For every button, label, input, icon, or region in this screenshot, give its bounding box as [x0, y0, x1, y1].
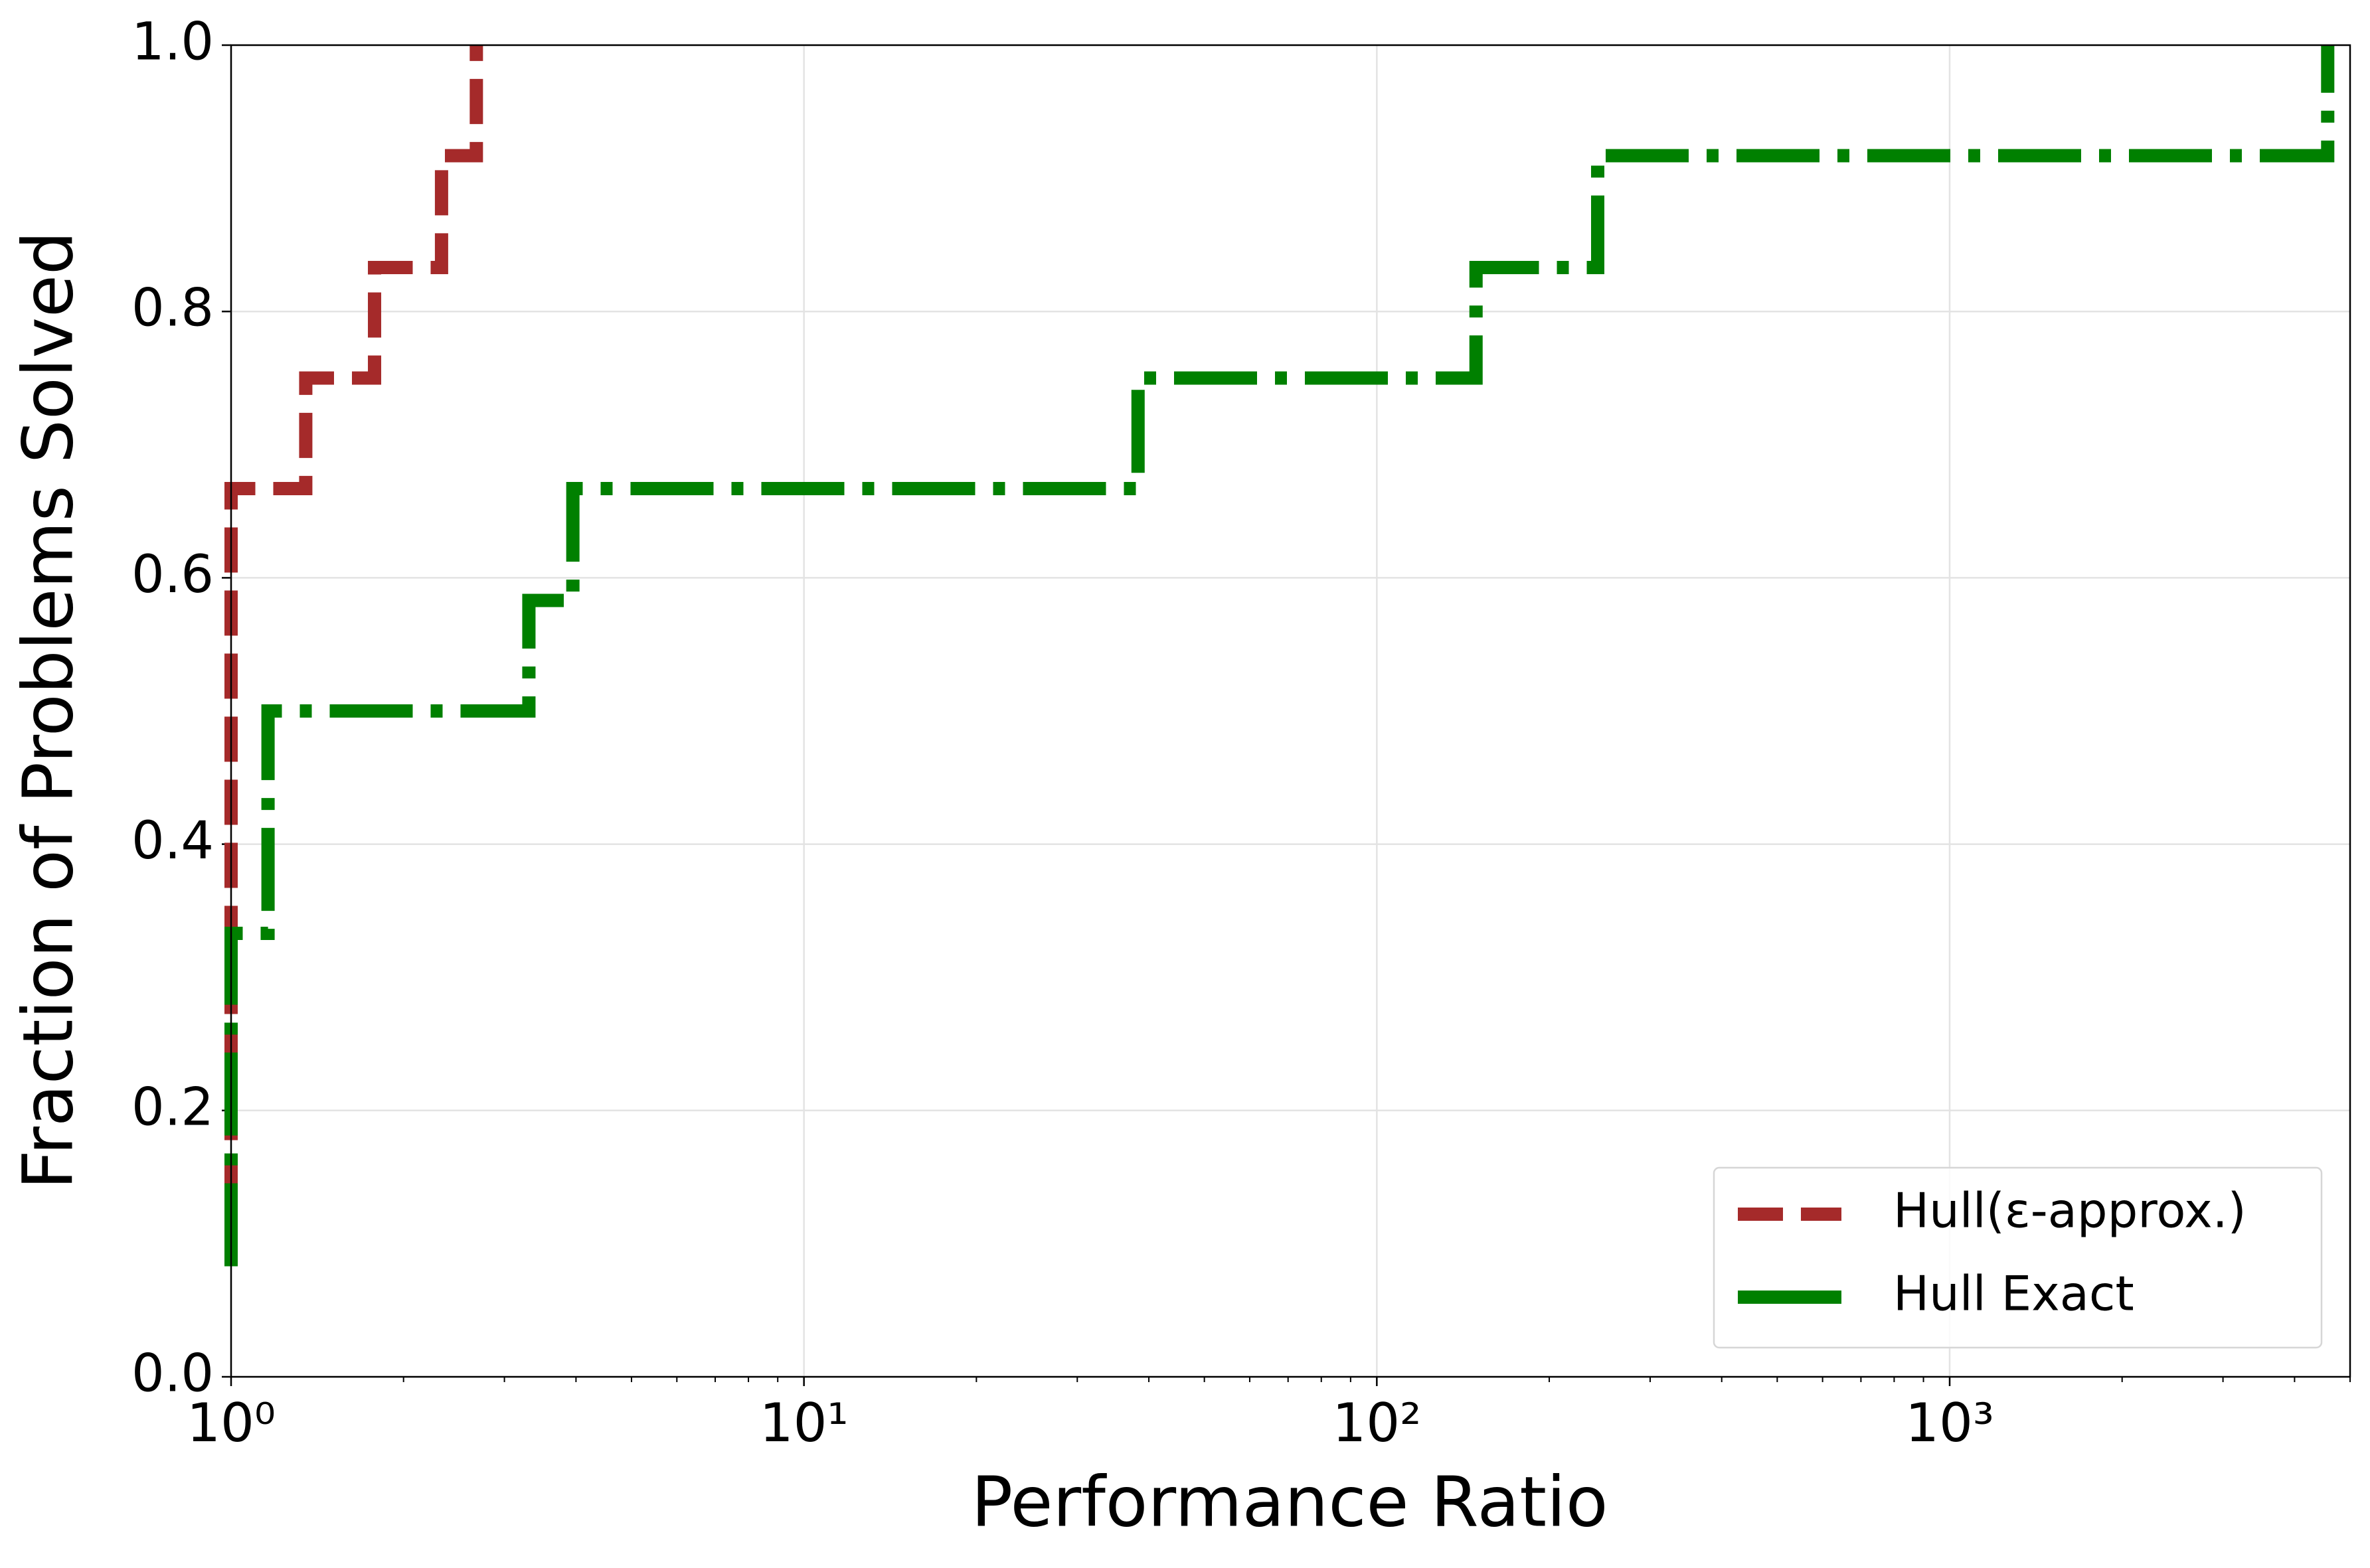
step-line — [224, 45, 483, 1267]
x-tick-label: 10⁰ — [187, 1392, 276, 1454]
legend-box — [1713, 1166, 2323, 1349]
y-tick-label: 0.8 — [131, 279, 214, 339]
legend-label: Hull Exact — [1893, 1266, 2134, 1322]
x-tick-label: 10¹ — [760, 1392, 849, 1454]
y-tick-label: 0.2 — [131, 1077, 214, 1137]
y-tick-label: 0.4 — [131, 811, 214, 871]
plot-frame — [230, 44, 2351, 1378]
y-axis-label: Fraction of Problems Solved — [7, 231, 88, 1190]
y-tick-label: 1.0 — [131, 12, 214, 72]
x-axis-label: Performance Ratio — [971, 1461, 1608, 1542]
y-tick-label: 0.6 — [131, 545, 214, 605]
x-tick-label: 10² — [1332, 1392, 1421, 1454]
y-tick-label: 0.0 — [131, 1344, 214, 1403]
step-line — [224, 45, 2335, 1267]
legend-label: Hull(ε-approx.) — [1893, 1183, 2246, 1239]
x-tick-label: 10³ — [1905, 1392, 1994, 1454]
